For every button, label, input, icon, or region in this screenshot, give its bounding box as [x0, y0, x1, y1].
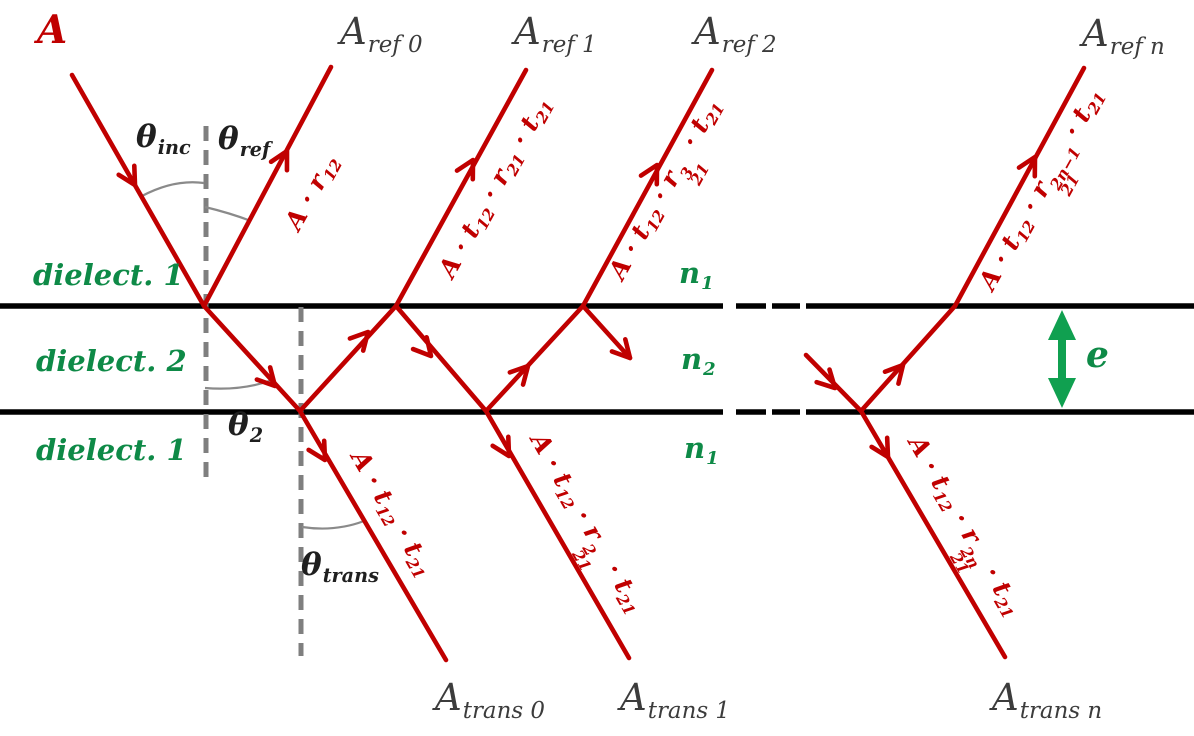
ray-refracted-down-1: [201, 303, 303, 414]
ray-transmitted-0: [297, 408, 449, 663]
ray-reflected-0: [201, 64, 334, 309]
angle-label-transmission: θtrans: [301, 547, 379, 587]
angle-label-refraction: θ2: [228, 407, 264, 447]
thickness-arrow-down-head: [1048, 378, 1076, 408]
angle-arc-reflection: [204, 205, 252, 223]
transmitted-amplitude-label-1: Atrans 1: [620, 676, 731, 725]
index-label-n2: n2: [681, 342, 716, 381]
arrowhead-incoming-n: [814, 367, 838, 391]
incident-amplitude-label: A: [37, 7, 68, 53]
reflected-amplitude-label-n: Aref n: [1082, 12, 1165, 61]
arrowhead-internal-up-n: [882, 362, 906, 386]
ray-reflected-2: [580, 67, 715, 309]
arrowhead-internal-up-1: [347, 329, 371, 353]
medium-label-bottom: dielect. 1: [36, 433, 187, 467]
ray-incident: [69, 72, 207, 309]
angle-label-reflection: θref: [218, 121, 271, 161]
reflected-amplitude-label-1: Aref 1: [514, 10, 597, 59]
arrowhead-reflected-0: [268, 148, 290, 173]
arrowhead-internal-short: [609, 337, 633, 361]
transmitted-amplitude-label-n: Atrans n: [992, 676, 1103, 725]
arrowhead-transmitted-0: [306, 438, 328, 463]
reflected-amplitude-label-2: Aref 2: [694, 10, 777, 59]
angle-label-incidence: θinc: [136, 119, 191, 159]
arrowhead-reflected-n: [1016, 154, 1038, 179]
ray-internal-up-1: [297, 303, 399, 414]
transmitted-amplitude-label-0: Atrans 0: [435, 676, 546, 725]
thickness-arrow-icon: [1048, 310, 1076, 408]
index-label-n1-top: n1: [679, 256, 714, 295]
ray-arrowheads: [116, 148, 1038, 463]
arrowhead-refracted-1: [254, 365, 278, 389]
arrowhead-reflected-2: [638, 162, 660, 187]
index-label-n1-bottom: n1: [684, 431, 719, 470]
arrowhead-incident: [116, 163, 138, 188]
ray-internal-up-n: [858, 303, 958, 414]
arrowhead-reflected-1: [454, 157, 476, 182]
thickness-label: e: [1086, 334, 1109, 376]
rays: [69, 64, 1087, 663]
angle-arc-transmission: [301, 519, 365, 530]
ray-reflected-n: [952, 65, 1087, 309]
angle-arc-incidence: [141, 181, 205, 197]
arrowhead-internal-up-2: [507, 363, 531, 387]
arrowhead-transmitted-n: [869, 435, 891, 460]
ray-internal-short: [580, 303, 633, 361]
thickness-arrow-up-head: [1048, 310, 1076, 340]
medium-label-top: dielect. 1: [33, 258, 184, 292]
arrowhead-internal-down-2: [410, 334, 434, 359]
ray-internal-up-2: [483, 303, 586, 414]
ray-transmitted-n: [858, 408, 1008, 660]
medium-label-middle: dielect. 2: [36, 344, 187, 378]
arrowhead-transmitted-1: [490, 434, 512, 459]
ray-internal-down-2: [393, 303, 489, 414]
ray-reflected-1: [393, 67, 529, 309]
reflected-amplitude-label-0: Aref 0: [340, 10, 423, 59]
